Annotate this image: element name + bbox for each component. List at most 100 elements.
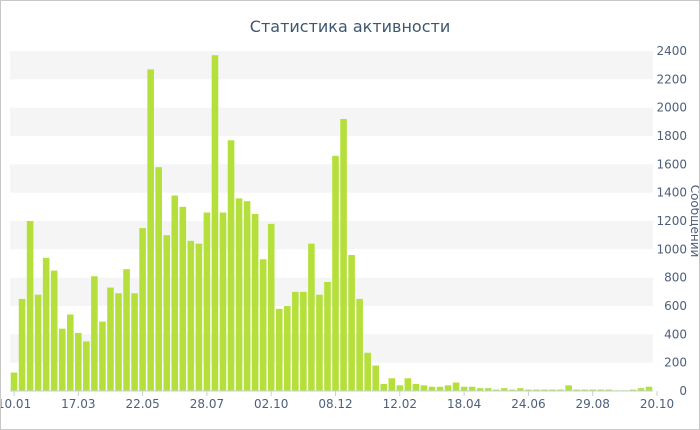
bar[interactable]: [251, 213, 259, 391]
bar[interactable]: [115, 293, 122, 391]
y-tick-label: 1400: [656, 186, 687, 200]
bar[interactable]: [444, 385, 452, 391]
bar[interactable]: [83, 341, 90, 391]
bar[interactable]: [388, 378, 396, 391]
bar[interactable]: [284, 306, 291, 391]
bar[interactable]: [147, 69, 154, 392]
y-tick-label: 800: [664, 271, 687, 285]
bar[interactable]: [581, 389, 588, 391]
bar[interactable]: [267, 223, 275, 391]
bar[interactable]: [460, 386, 468, 391]
bar[interactable]: [372, 365, 379, 392]
x-tick-label: 08.12: [318, 397, 352, 411]
bar[interactable]: [517, 388, 524, 391]
bar[interactable]: [26, 221, 34, 391]
bar[interactable]: [300, 291, 307, 391]
bar[interactable]: [155, 167, 162, 391]
bar[interactable]: [525, 389, 532, 391]
y-tick-label: 600: [664, 299, 687, 313]
bar[interactable]: [292, 291, 299, 391]
bar[interactable]: [18, 298, 26, 391]
bar[interactable]: [131, 293, 138, 391]
x-tick-label: 29.08: [576, 397, 610, 411]
bar[interactable]: [235, 198, 243, 391]
bar[interactable]: [195, 243, 203, 391]
bar[interactable]: [34, 294, 42, 391]
bar[interactable]: [324, 281, 331, 391]
bar[interactable]: [597, 389, 605, 391]
bar[interactable]: [356, 298, 363, 391]
bar[interactable]: [565, 385, 572, 391]
bar[interactable]: [316, 294, 323, 391]
x-tick-label: 02.10: [254, 397, 288, 411]
bar[interactable]: [452, 382, 460, 392]
bar[interactable]: [275, 308, 283, 391]
bar[interactable]: [58, 328, 66, 391]
grid-band: [10, 334, 653, 363]
bar[interactable]: [509, 389, 516, 391]
bar[interactable]: [605, 389, 613, 391]
bar[interactable]: [476, 388, 484, 391]
bar[interactable]: [259, 259, 267, 391]
bar[interactable]: [139, 228, 146, 391]
bar[interactable]: [123, 269, 130, 391]
y-axis-ticks: 0 200 400 600 800 1000 1200 1400 1600 1800 2000 220…: [656, 44, 687, 398]
bar[interactable]: [396, 385, 404, 391]
bar[interactable]: [219, 212, 227, 392]
bar[interactable]: [163, 235, 171, 391]
bar[interactable]: [340, 119, 347, 391]
grid-band: [10, 221, 653, 250]
bar[interactable]: [227, 140, 235, 391]
bar[interactable]: [364, 352, 371, 391]
bar[interactable]: [187, 240, 195, 391]
grid-band: [10, 164, 653, 193]
bar[interactable]: [492, 389, 500, 391]
x-tick-label: 10.01: [1, 397, 31, 411]
bar[interactable]: [211, 55, 219, 391]
bar[interactable]: [42, 257, 50, 391]
bar[interactable]: [91, 276, 98, 391]
bar[interactable]: [573, 389, 580, 391]
bar[interactable]: [179, 206, 187, 391]
bar[interactable]: [645, 386, 653, 391]
bar[interactable]: [404, 378, 412, 391]
bar[interactable]: [629, 389, 637, 391]
bar[interactable]: [589, 389, 597, 391]
bar[interactable]: [380, 383, 388, 391]
bar[interactable]: [332, 155, 339, 391]
bar[interactable]: [468, 386, 476, 391]
bar[interactable]: [66, 314, 74, 392]
bar[interactable]: [420, 385, 428, 391]
bar[interactable]: [10, 372, 18, 391]
bar[interactable]: [549, 389, 556, 391]
bar[interactable]: [412, 383, 420, 391]
bar[interactable]: [99, 321, 106, 391]
y-tick-label: 1200: [656, 214, 687, 228]
bar[interactable]: [308, 243, 315, 391]
x-tick-label: 24.06: [511, 397, 545, 411]
bar[interactable]: [171, 195, 179, 392]
bar[interactable]: [50, 270, 58, 391]
bar[interactable]: [557, 389, 564, 391]
bar[interactable]: [501, 388, 508, 391]
bar[interactable]: [637, 388, 645, 391]
x-tick-label: 12.02: [383, 397, 417, 411]
bar[interactable]: [428, 386, 436, 391]
y-axis-label: Сообщений: [688, 185, 699, 258]
y-tick-label: 1600: [656, 157, 687, 171]
grid-band: [10, 51, 653, 80]
bar[interactable]: [348, 255, 355, 391]
grid-band: [10, 107, 653, 136]
bar[interactable]: [243, 201, 251, 391]
bar[interactable]: [75, 332, 82, 391]
bar[interactable]: [484, 388, 492, 391]
bar[interactable]: [203, 212, 211, 392]
bar[interactable]: [541, 389, 548, 391]
bar[interactable]: [533, 389, 540, 391]
x-tick-label: 17.03: [61, 397, 95, 411]
bar[interactable]: [436, 386, 444, 391]
bar[interactable]: [107, 287, 114, 391]
x-tick-label: 22.05: [125, 397, 159, 411]
y-tick-label: 1000: [656, 242, 687, 256]
